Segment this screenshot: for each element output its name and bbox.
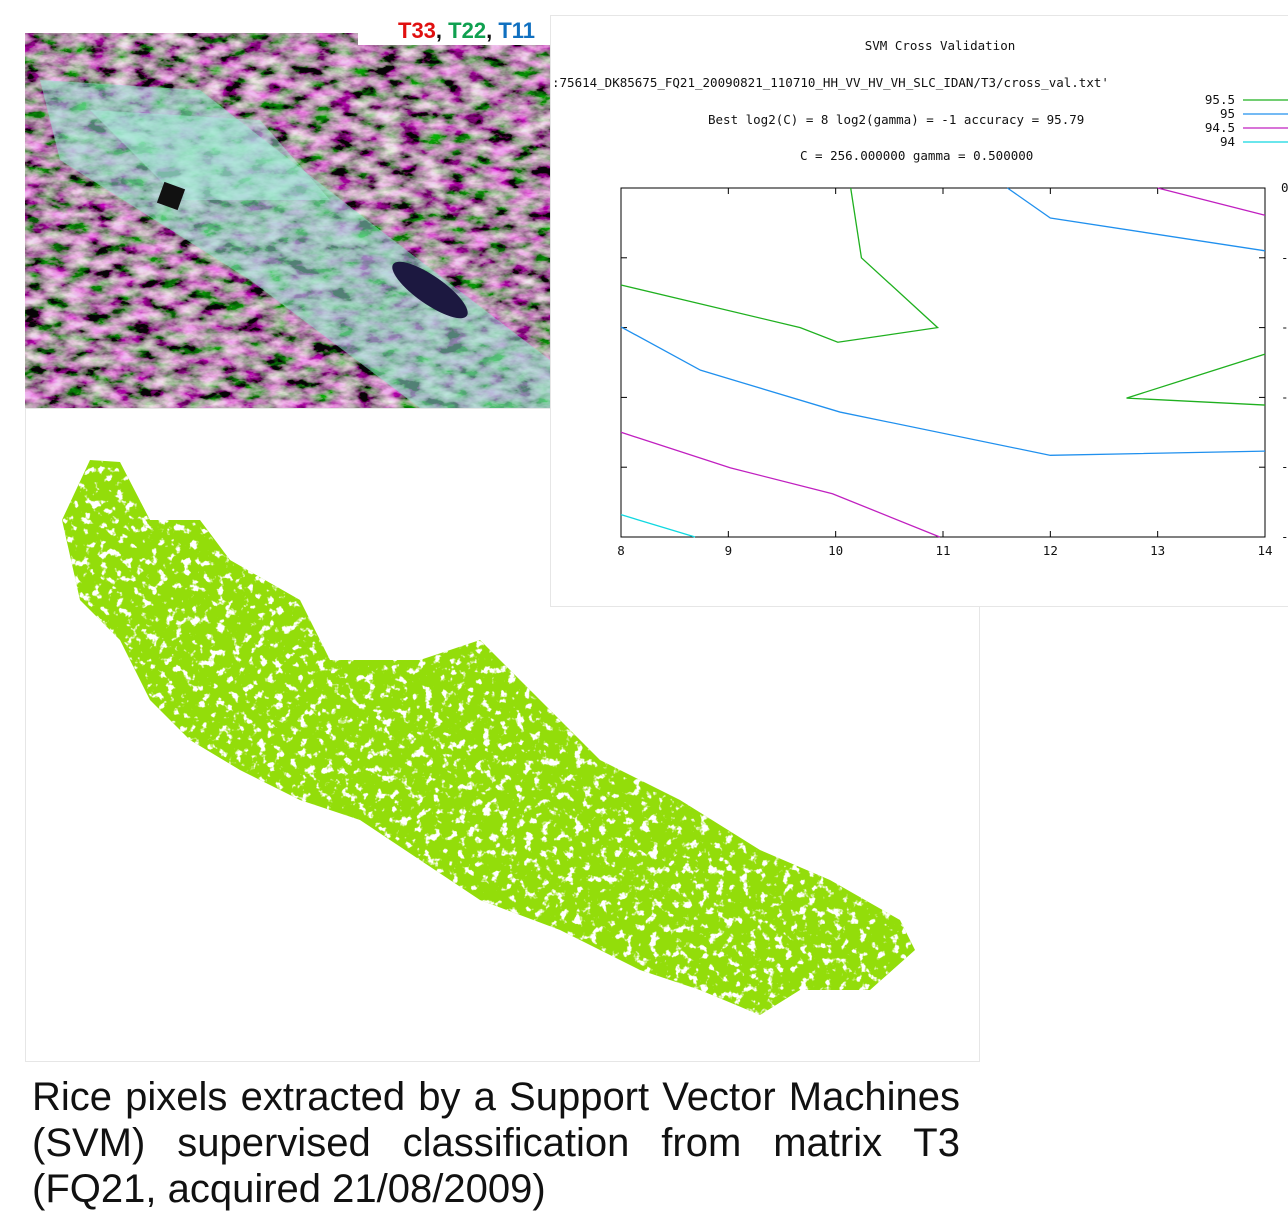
- x-tick-label: 8: [617, 543, 625, 558]
- channel-label: T33, T22, T11: [398, 18, 535, 43]
- contour-line: [620, 187, 1266, 538]
- separator: ,: [436, 18, 442, 43]
- chart-title: SVM Cross Validation: [865, 38, 1016, 53]
- y-tick-label: -4: [1281, 459, 1288, 474]
- channel: T33: [398, 18, 436, 43]
- x-tick-label: 13: [1150, 543, 1165, 558]
- file-path: :75614_DK85675_FQ21_20090821_110710_HH_V…: [552, 75, 1109, 90]
- slide: T33, T22, T11 SVM Cross Validation :7561…: [25, 15, 1288, 1062]
- channel: T22: [448, 18, 486, 43]
- x-tick-label: 10: [828, 543, 843, 558]
- y-tick-label: -2: [1281, 320, 1288, 335]
- legend-label: 94: [1220, 134, 1235, 149]
- y-tick-label: -1: [1281, 250, 1288, 265]
- y-tick-label: -3: [1281, 389, 1288, 404]
- x-tick-label: 9: [725, 543, 733, 558]
- legend-label: 95: [1220, 106, 1235, 121]
- contour-line: [620, 187, 1266, 456]
- params: C = 256.000000 gamma = 0.500000: [800, 148, 1033, 163]
- y-tick-label: 0: [1281, 180, 1288, 195]
- best-params: Best log2(C) = 8 log2(gamma) = -1 accura…: [708, 112, 1084, 127]
- x-tick-label: 11: [935, 543, 950, 558]
- contour-line: [620, 514, 696, 538]
- y-tick-label: -5: [1281, 529, 1288, 544]
- contour-line: [620, 187, 1266, 406]
- x-tick-label: 14: [1257, 543, 1272, 558]
- separator: ,: [486, 18, 492, 43]
- channel: T11: [498, 18, 535, 43]
- legend-label: 95.5: [1205, 92, 1235, 107]
- legend-label: 94.5: [1205, 120, 1235, 135]
- x-tick-label: 12: [1043, 543, 1058, 558]
- caption: Rice pixels extracted by a Support Vecto…: [32, 1075, 960, 1211]
- label-backdrop: [358, 15, 550, 45]
- sar-image: [25, 33, 550, 408]
